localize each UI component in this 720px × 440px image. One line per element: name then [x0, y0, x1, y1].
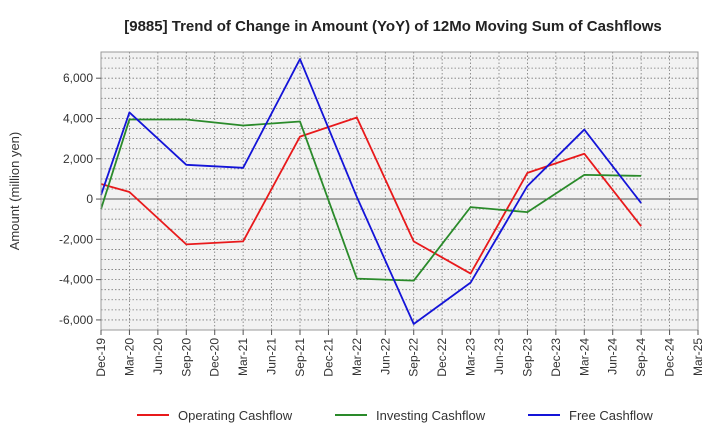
y-tick-label: 0	[86, 192, 93, 206]
y-tick-label: -2,000	[59, 232, 93, 246]
x-tick-label: Dec-23	[549, 338, 563, 377]
x-tick-label: Mar-22	[350, 338, 364, 376]
x-tick-label: Dec-24	[663, 338, 677, 377]
x-tick-label: Dec-21	[321, 338, 335, 377]
x-tick-label: Mar-21	[236, 338, 250, 376]
x-tick-label: Sep-22	[407, 338, 421, 377]
x-tick-label: Jun-21	[265, 338, 279, 375]
x-tick-label: Jun-22	[378, 338, 392, 375]
x-tick-label: Jun-23	[492, 338, 506, 375]
x-tick-label: Dec-20	[208, 338, 222, 377]
x-tick-label: Mar-20	[122, 338, 136, 376]
y-tick-label: 6,000	[63, 71, 93, 85]
x-tick-label: Sep-20	[179, 338, 193, 377]
plot-frame	[100, 51, 699, 331]
x-tick-label: Sep-21	[293, 338, 307, 377]
y-tick-label: -6,000	[59, 313, 93, 327]
y-tick-label: -4,000	[59, 273, 93, 287]
y-tick-label: 4,000	[63, 111, 93, 125]
x-tick-label: Jun-20	[151, 338, 165, 375]
y-axis-ticks: -6,000 -4,000 -2,000 0 2,000 4,000 6,000	[59, 71, 101, 327]
chart-title: [9885] Trend of Change in Amount (YoY) o…	[124, 18, 662, 35]
series-lines	[100, 58, 642, 325]
x-tick-label: Dec-22	[435, 338, 449, 377]
legend: Operating Cashflow Investing Cashflow Free…	[137, 408, 653, 423]
x-tick-label: Sep-23	[520, 338, 534, 377]
x-tick-label: Mar-24	[577, 338, 591, 376]
x-axis-ticks: Dec-19 Mar-20 Jun-20 Sep-20 Dec-20 Mar-21 Jun-…	[94, 330, 705, 377]
x-tick-label: Jun-24	[606, 338, 620, 375]
x-tick-label: Sep-24	[634, 338, 648, 377]
x-tick-label: Mar-25	[691, 338, 705, 376]
legend-label-free-cashflow: Free Cashflow	[569, 408, 653, 423]
x-tick-label: Dec-19	[94, 338, 108, 377]
y-tick-label: 2,000	[63, 152, 93, 166]
x-tick-label: Mar-23	[464, 338, 478, 376]
plot-area	[101, 52, 698, 330]
free-cashflow-line	[100, 58, 642, 325]
legend-label-investing-cashflow: Investing Cashflow	[376, 408, 486, 423]
investing-cashflow-line	[100, 118, 642, 282]
y-axis-label: Amount (million yen)	[7, 132, 22, 251]
legend-label-operating-cashflow: Operating Cashflow	[178, 408, 293, 423]
